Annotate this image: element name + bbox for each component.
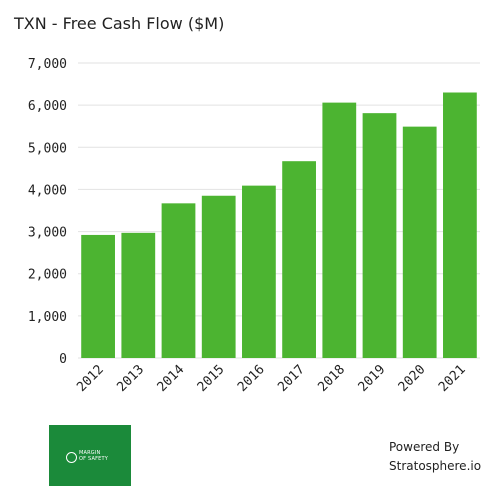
x-tick-label: 2018 [315,362,348,395]
y-tick-label: 2,000 [28,268,67,283]
powered-by-credit: Powered By Stratosphere.io [389,438,481,476]
bar-2018 [322,102,357,358]
x-axis-ticks: 2012 2013 2014 2015 2016 2017 2018 2019 2020 2021 [74,362,469,395]
margin-of-safety-logo-icon [66,452,77,463]
bar-chart: 0 1,000 2,000 3,000 4,000 5,000 6,000 7,000 201… [28,57,480,395]
x-tick-label: 2017 [275,362,308,395]
y-tick-label: 6,000 [28,99,67,114]
bar-2015 [201,195,236,358]
bar-2012 [81,234,115,358]
logo-text: MARGIN OF SAFETY [79,450,109,462]
powered-by-label: Powered By [389,440,460,454]
x-tick-label: 2012 [74,362,107,395]
bar-2021 [443,92,477,358]
bar-2019 [362,113,397,359]
y-tick-label: 4,000 [28,183,67,198]
y-axis-ticks: 0 1,000 2,000 3,000 4,000 5,000 6,000 7,000 [28,57,67,367]
x-tick-label: 2021 [436,362,469,395]
chart-title: TXN - Free Cash Flow ($M) [14,14,225,33]
bars [81,92,477,359]
x-tick-label: 2019 [356,362,389,395]
bar-2013 [121,232,156,358]
y-tick-label: 3,000 [28,226,67,241]
y-tick-label: 1,000 [28,310,67,325]
x-tick-label: 2013 [114,362,147,395]
y-tick-label: 0 [59,352,67,367]
bar-2014 [161,203,196,358]
x-tick-label: 2014 [155,362,188,395]
bar-2020 [402,126,437,358]
bar-2016 [242,185,276,358]
x-tick-label: 2016 [235,362,268,395]
stratosphere-link: Stratosphere.io [389,459,482,473]
y-tick-label: 5,000 [28,141,67,156]
margin-of-safety-logo: MARGIN OF SAFETY [49,425,131,486]
x-tick-label: 2015 [195,362,228,395]
x-tick-label: 2020 [396,362,429,395]
y-tick-label: 7,000 [28,57,67,72]
bar-2017 [282,161,316,358]
